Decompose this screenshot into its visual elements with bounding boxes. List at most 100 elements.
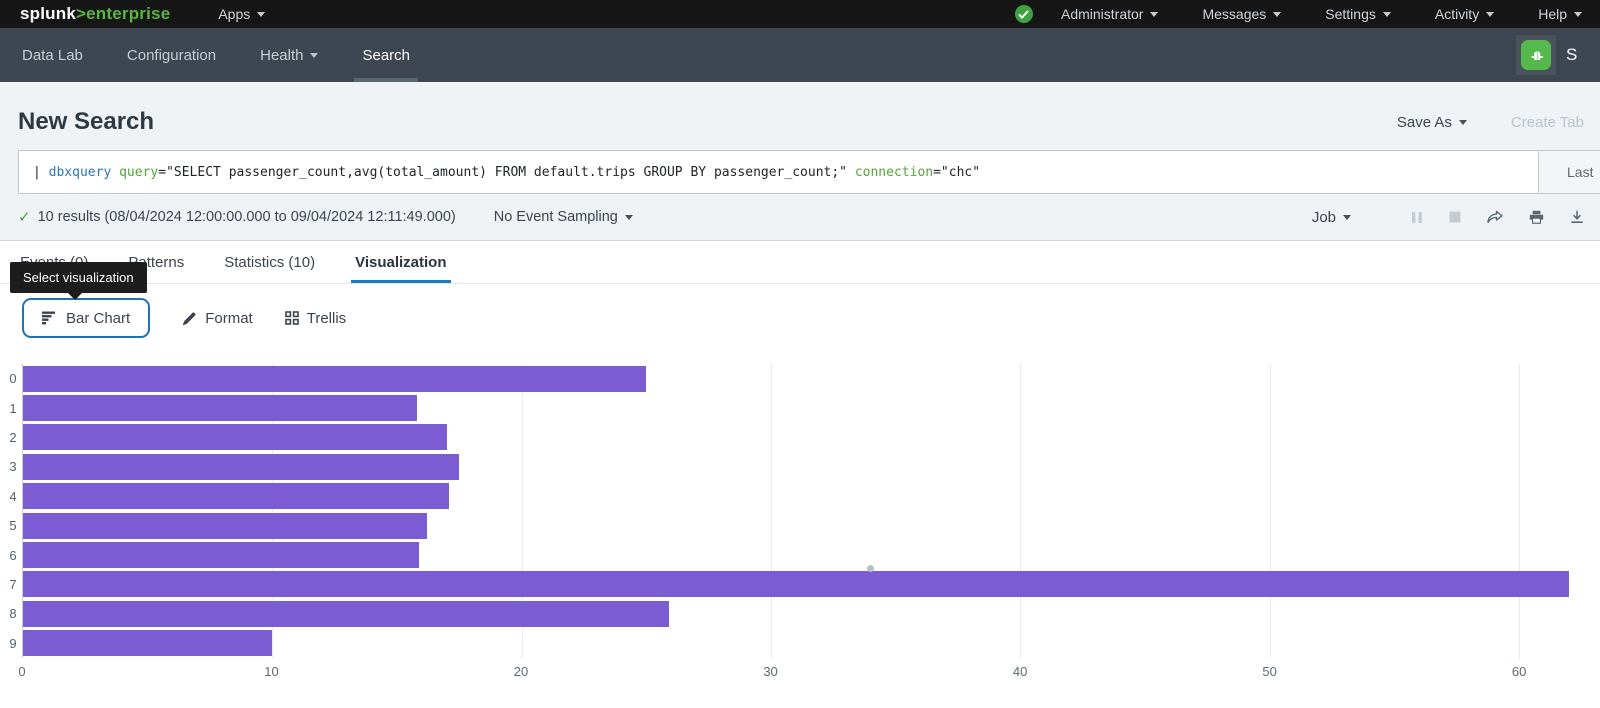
app-nav-bar: Data Lab Configuration Health Search S [0, 28, 1600, 82]
nav-item-configuration[interactable]: Configuration [125, 28, 218, 82]
tab-statistics[interactable]: Statistics (10) [224, 253, 316, 271]
bar-chart-icon [42, 311, 55, 325]
health-status-icon[interactable] [1014, 5, 1033, 23]
y-axis-label: 5 [9, 518, 17, 534]
results-check-icon: ✓ [18, 209, 31, 226]
caret-down-icon [624, 214, 633, 220]
nav-item-label: Configuration [126, 46, 217, 64]
logo-brand: splunk [20, 4, 76, 23]
settings-menu-label: Settings [1325, 6, 1376, 22]
job-menu[interactable]: Job [1312, 209, 1351, 226]
bar-row: 5 [9, 511, 1584, 540]
logo-product: enterprise [86, 4, 171, 23]
app-tile[interactable] [1516, 35, 1556, 75]
bar-row: 6 [9, 540, 1584, 569]
bar-row: 0 [9, 364, 1584, 393]
bar[interactable] [23, 600, 669, 627]
bar[interactable] [23, 365, 647, 392]
caret-down-icon [1273, 11, 1282, 17]
chart-type-button[interactable]: Bar Chart [22, 298, 151, 338]
bar-row: 4 [9, 482, 1584, 511]
gridline [1269, 364, 1271, 658]
apps-menu[interactable]: Apps [218, 6, 266, 22]
caret-down-icon [1574, 11, 1582, 17]
results-tabs: Events (0) Patterns Statistics (10) Visu… [0, 241, 1600, 284]
stop-button[interactable] [1449, 211, 1461, 223]
event-sampling-label: No Event Sampling [493, 209, 618, 225]
gridline [521, 364, 523, 658]
format-button[interactable]: Format [182, 310, 253, 327]
results-summary: 10 results (08/04/2024 12:00:00.000 to 0… [37, 209, 456, 225]
x-axis-label: 40 [1012, 664, 1028, 679]
bar-row: 8 [9, 599, 1584, 628]
job-menu-label: Job [1311, 208, 1336, 226]
bar[interactable] [23, 512, 427, 539]
bar[interactable] [23, 483, 450, 510]
gridline [1519, 364, 1521, 658]
caret-down-icon [1343, 214, 1351, 220]
event-sampling-menu[interactable]: No Event Sampling [494, 209, 633, 225]
download-button[interactable] [1570, 210, 1584, 224]
gridline [272, 364, 274, 658]
settings-menu[interactable]: Settings [1325, 6, 1391, 22]
y-axis-label: 7 [9, 576, 17, 592]
search-query-text: | dbxquery query="SELECT passenger_count… [33, 164, 981, 180]
activity-menu-label: Activity [1434, 6, 1480, 22]
save-as-button[interactable]: Save As [1397, 114, 1467, 131]
y-axis-label: 4 [9, 488, 17, 504]
check-icon [1018, 9, 1030, 19]
plug-icon [1521, 40, 1551, 70]
bar[interactable] [23, 542, 420, 569]
pagination-dot[interactable] [867, 565, 875, 572]
save-as-label: Save As [1396, 113, 1452, 131]
activity-menu[interactable]: Activity [1434, 6, 1495, 22]
nav-item-health[interactable]: Health [258, 28, 320, 82]
bar-row: 1 [9, 393, 1584, 422]
splunk-logo[interactable]: splunk>enterprise [20, 4, 170, 24]
x-axis-label: 10 [264, 664, 279, 679]
search-header: New Search Save As Create Tab | dbxquery… [0, 82, 1600, 241]
apps-menu-label: Apps [218, 6, 251, 22]
x-axis-label: 30 [763, 664, 778, 679]
trellis-button[interactable]: Trellis [284, 310, 346, 327]
administrator-menu[interactable]: Administrator [1061, 6, 1159, 22]
top-bar: splunk>enterprise Apps Administrator Mes… [0, 0, 1600, 28]
x-axis-label: 50 [1262, 664, 1277, 679]
caret-down-icon [1486, 11, 1495, 17]
help-menu-label: Help [1538, 6, 1567, 22]
chart-x-axis: 0 10 20 30 40 50 60 [18, 658, 1584, 682]
caret-down-icon [1382, 11, 1391, 17]
gridline [1020, 364, 1022, 658]
y-axis-label: 3 [9, 459, 17, 475]
nav-item-label: Search [362, 46, 411, 64]
help-menu[interactable]: Help [1538, 6, 1582, 22]
y-axis-label: 0 [9, 371, 17, 387]
share-button[interactable] [1487, 210, 1503, 224]
bar[interactable] [23, 424, 447, 451]
pause-button[interactable] [1411, 211, 1423, 224]
nav-item-search[interactable]: Search [354, 28, 418, 82]
messages-menu-label: Messages [1202, 6, 1267, 22]
messages-menu[interactable]: Messages [1202, 6, 1282, 22]
format-label: Format [205, 309, 253, 327]
bar-row: 3 [9, 452, 1584, 481]
gridline [771, 364, 773, 658]
bar[interactable] [23, 395, 417, 422]
results-content: Events (0) Patterns Statistics (10) Visu… [0, 241, 1600, 682]
tab-visualization[interactable]: Visualization [351, 241, 451, 283]
x-axis-label: 20 [513, 664, 529, 679]
bar-row: 9 [9, 629, 1584, 658]
trellis-grid-icon [284, 311, 299, 325]
nav-item-data-lab[interactable]: Data Lab [20, 28, 85, 82]
bar[interactable] [23, 571, 1570, 598]
caret-down-icon [257, 11, 266, 17]
print-button[interactable] [1529, 210, 1544, 224]
y-axis-label: 9 [9, 635, 17, 651]
bar[interactable] [23, 630, 273, 657]
bar[interactable] [23, 453, 460, 480]
search-input[interactable]: | dbxquery query="SELECT passenger_count… [18, 150, 1538, 194]
time-range-label: Last [1567, 164, 1594, 180]
caret-down-icon [310, 52, 319, 58]
time-range-picker[interactable]: Last [1538, 150, 1600, 194]
create-table-button[interactable]: Create Tab [1510, 113, 1584, 131]
